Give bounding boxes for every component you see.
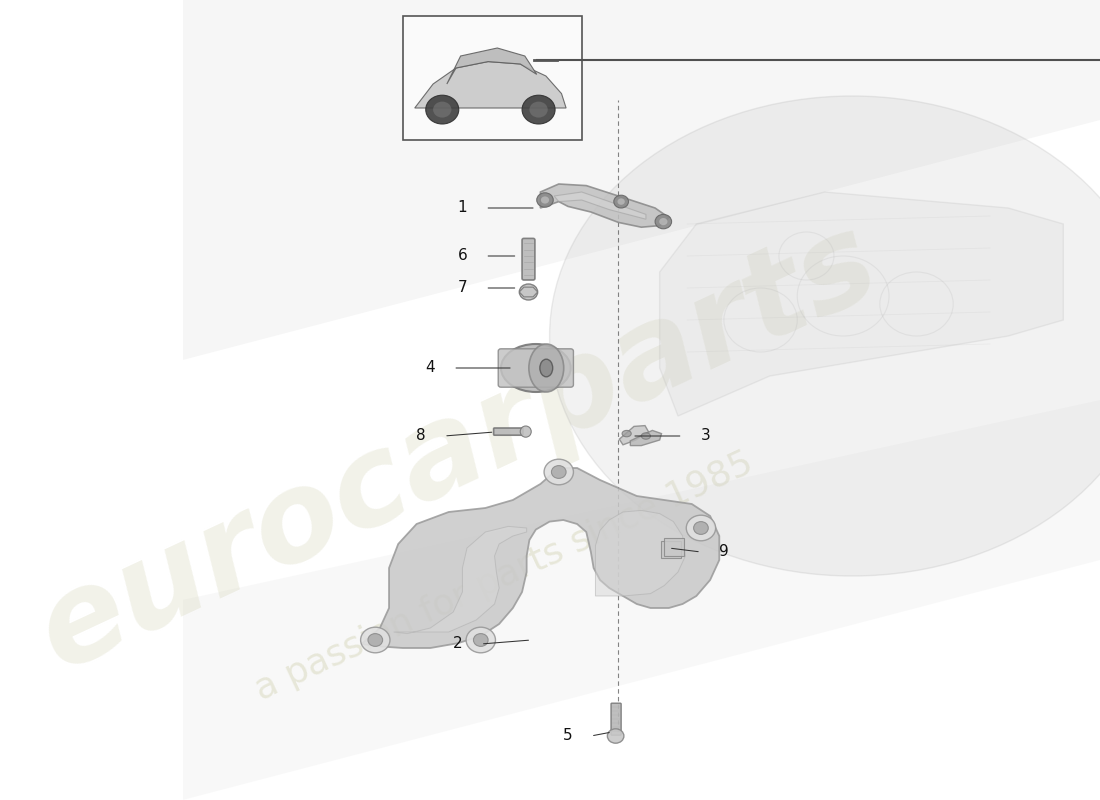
Polygon shape [447,48,537,84]
Ellipse shape [550,96,1100,576]
Circle shape [617,198,625,205]
Circle shape [541,196,549,204]
Circle shape [367,634,383,646]
Circle shape [694,522,708,534]
Text: 2: 2 [453,637,463,651]
Ellipse shape [540,359,552,377]
Circle shape [659,218,668,226]
Ellipse shape [623,430,631,437]
Text: 6: 6 [458,249,468,263]
FancyBboxPatch shape [494,428,522,435]
Ellipse shape [520,426,531,437]
Circle shape [473,634,488,646]
Polygon shape [630,430,661,446]
Circle shape [614,195,628,208]
Text: 1: 1 [458,201,468,215]
Text: 4: 4 [426,361,436,375]
Text: 3: 3 [701,429,711,443]
FancyBboxPatch shape [610,703,621,735]
Text: 5: 5 [563,729,573,743]
Text: 8: 8 [416,429,426,443]
Circle shape [607,729,624,743]
Circle shape [522,95,556,124]
Circle shape [433,102,451,118]
Polygon shape [660,192,1064,416]
Polygon shape [595,510,685,596]
Circle shape [519,284,538,300]
Text: 9: 9 [719,545,729,559]
Text: a passion for parts since 1985: a passion for parts since 1985 [250,446,758,706]
Circle shape [529,102,548,118]
Circle shape [656,214,672,229]
Circle shape [361,627,390,653]
Circle shape [426,95,459,124]
Polygon shape [619,426,649,445]
Polygon shape [362,468,719,648]
Circle shape [544,459,573,485]
FancyBboxPatch shape [664,538,684,556]
Ellipse shape [529,344,563,392]
Ellipse shape [500,344,571,392]
Polygon shape [183,400,1100,800]
FancyBboxPatch shape [661,541,681,558]
Polygon shape [415,62,566,108]
Circle shape [537,193,553,207]
Polygon shape [519,287,538,297]
Circle shape [466,627,495,653]
FancyBboxPatch shape [498,349,573,387]
Circle shape [551,466,566,478]
Bar [403,16,582,140]
Polygon shape [183,0,1100,360]
Circle shape [686,515,716,541]
Text: 7: 7 [458,281,468,295]
Text: eurocarparts: eurocarparts [20,201,896,695]
Polygon shape [554,192,646,219]
Ellipse shape [641,433,650,439]
Polygon shape [540,184,669,227]
FancyBboxPatch shape [522,238,535,280]
Polygon shape [394,526,527,634]
